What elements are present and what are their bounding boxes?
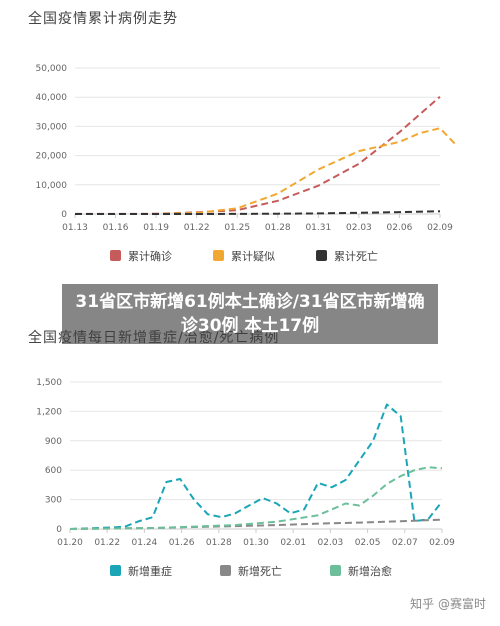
x-tick-label: 01.22: [94, 538, 120, 548]
headline-overlay: 31省区市新增61例本土确诊/31省区市新增确诊30例 本土17例: [62, 284, 438, 344]
x-tick-label: 01.13: [62, 223, 88, 233]
legend-swatch: [110, 565, 121, 576]
x-tick-label: 01.30: [243, 538, 269, 548]
x-tick-label: 01.22: [184, 223, 210, 233]
x-tick-label: 02.07: [392, 538, 418, 548]
x-tick-label: 02.09: [427, 223, 453, 233]
x-tick-label: 01.28: [206, 538, 232, 548]
legend-label: 累计死亡: [334, 249, 378, 263]
series-line: [75, 127, 457, 215]
cumulative-cases-svg: 0 10,000 20,000 30,000 40,000 50,000 01.13 01.1…: [36, 64, 457, 263]
y-tick-label: 50,000: [36, 64, 68, 74]
daily-new-chart: 全国疫情每日新增重症/治愈/死亡病例 03006009001,2001,5000…: [0, 305, 500, 626]
y-tick-label: 300: [45, 496, 62, 506]
legend-label: 累计确诊: [128, 249, 172, 263]
chart-title: 全国疫情累计病例走势: [28, 11, 178, 27]
x-tick-label: 01.25: [224, 223, 250, 233]
legend-swatch: [220, 565, 231, 576]
x-tick-label: 01.31: [305, 223, 331, 233]
y-tick-label: 1,500: [36, 378, 62, 388]
series-line: [69, 403, 443, 530]
cumulative-cases-chart: 全国疫情累计病例走势 0 10,000 20,000 30,000 40,000 50,0…: [0, 0, 500, 290]
legend-label: 新增治愈: [348, 564, 392, 578]
x-tick-label: 01.26: [169, 538, 195, 548]
x-tick-label: 02.03: [318, 538, 344, 548]
y-tick-label: 1,200: [36, 407, 62, 417]
y-tick-label: 0: [56, 525, 62, 535]
x-tick-label: 02.05: [355, 538, 381, 548]
legend-label: 累计疑似: [231, 250, 275, 263]
x-tick-label: 01.20: [57, 538, 83, 548]
legend-label: 新增重症: [128, 564, 172, 578]
x-tick-label: 01.16: [103, 223, 129, 233]
y-tick-label: 900: [45, 437, 62, 447]
legend-swatch: [316, 250, 327, 261]
x-tick-label: 01.24: [132, 538, 158, 548]
daily-new-svg: 0 300 600 900 1,200 1,500 01.20 01.22 01.24 01.26…: [36, 378, 455, 578]
legend-swatch: [330, 565, 341, 576]
series-line: [69, 518, 443, 530]
x-tick-label: 01.28: [265, 223, 291, 233]
y-tick-label: 30,000: [36, 122, 68, 132]
y-tick-label: 10,000: [36, 181, 68, 191]
x-tick-label: 02.09: [429, 538, 455, 548]
watermark: 知乎 @赛富时: [410, 597, 486, 611]
headline-text: 31省区市新增61例本土确诊/31省区市新增确诊30例 本土17例: [75, 292, 425, 336]
x-tick-label: 02.06: [387, 223, 413, 233]
legend-swatch: [213, 250, 224, 261]
y-tick-label: 0: [61, 210, 67, 220]
y-tick-label: 600: [45, 466, 62, 476]
x-tick-label: 01.19: [143, 223, 169, 233]
x-tick-label: 02.01: [280, 538, 306, 548]
legend-swatch: [110, 250, 121, 261]
x-tick-label: 02.03: [346, 223, 372, 233]
y-tick-label: 40,000: [36, 93, 68, 103]
legend-label: 新增死亡: [238, 564, 282, 578]
series-line: [75, 210, 441, 215]
y-tick-label: 20,000: [36, 152, 68, 162]
series-line: [69, 466, 443, 530]
